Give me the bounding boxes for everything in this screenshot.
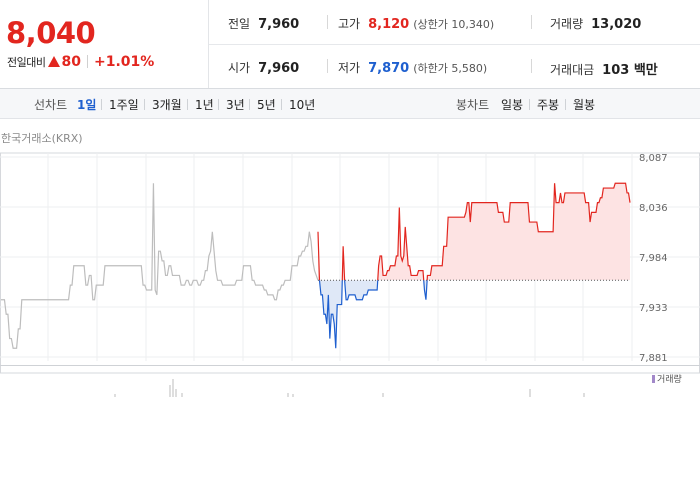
candle-tab-daily[interactable]: 일봉 [501,98,524,112]
y-tick-label: 7,933 [639,303,668,314]
period-tab-3y[interactable]: 3년 [226,98,245,112]
candle-chart-label: 봉차트 [456,98,490,112]
price-change: 전일대비 80 +1.01% [7,54,154,70]
up-triangle-icon [48,56,61,67]
gain-area [318,183,630,281]
period-tab-5y[interactable]: 5년 [257,98,276,112]
line-chart-label: 선차트 [34,98,68,112]
y-tick-label: 7,881 [639,353,668,364]
divider [218,99,219,110]
y-tick-label: 7,984 [639,253,668,264]
y-tick-label: 8,036 [639,203,668,214]
period-tab-1y[interactable]: 1년 [195,98,214,112]
divider [531,15,532,29]
change-rate: +1.01% [93,54,155,70]
change-value: 80 [61,54,81,70]
divider [249,99,250,110]
divider [531,59,532,73]
exchange-label: 한국거래소(KRX) [1,132,83,145]
chart-grid [0,152,700,374]
candle-tab-weekly[interactable]: 주봉 [537,98,560,112]
y-axis-labels: 8,087 8,036 7,984 7,933 7,881 [639,153,668,364]
divider [144,99,145,110]
volume-legend: 거래량 [652,372,682,385]
divider [101,99,102,110]
divider [565,99,566,110]
period-tab-1d[interactable]: 1일 [77,98,97,112]
stat-prev-close: 전일 7,960 [228,17,300,32]
loss-area [318,280,630,349]
stat-trade-amount: 거래대금 103 백만 [550,63,658,78]
divider [327,59,328,73]
intraday-price-chart: 8,087 8,036 7,984 7,933 7,881 [0,152,700,397]
volume-bars [0,365,700,397]
stat-volume: 거래량 13,020 [550,17,642,32]
price-series [1,182,631,349]
quote-summary: 8,040 전일대비 80 +1.01% 전일 7,960 고가 8,120 (상한가 1… [0,0,700,89]
volume-legend-swatch [652,375,655,383]
current-price: 8,040 [6,16,96,50]
period-tab-3m[interactable]: 3개월 [152,98,182,112]
stat-open: 시가 7,960 [228,61,300,76]
pre-open-price-line [1,183,319,349]
divider [86,55,88,68]
stat-low: 저가 7,870 (하한가 5,580) [338,61,488,76]
chart-toolbar: 선차트 1일 1주일 3개월 1년 3년 5년 10년 봉차트 일봉 주봉 월봉 [0,89,700,119]
stat-high: 고가 8,120 (상한가 10,340) [338,17,495,32]
price-line-down [318,280,428,349]
change-label: 전일대비 [7,56,46,69]
price-panel: 8,040 전일대비 80 +1.01% [0,0,209,88]
price-line-up [317,182,631,281]
divider [209,44,700,45]
period-tab-10y[interactable]: 10년 [289,98,316,112]
divider [187,99,188,110]
divider [529,99,530,110]
y-tick-label: 8,087 [639,153,668,164]
period-tab-1w[interactable]: 1주일 [109,98,139,112]
divider [281,99,282,110]
divider [327,15,328,29]
candle-tab-monthly[interactable]: 월봉 [573,98,596,112]
